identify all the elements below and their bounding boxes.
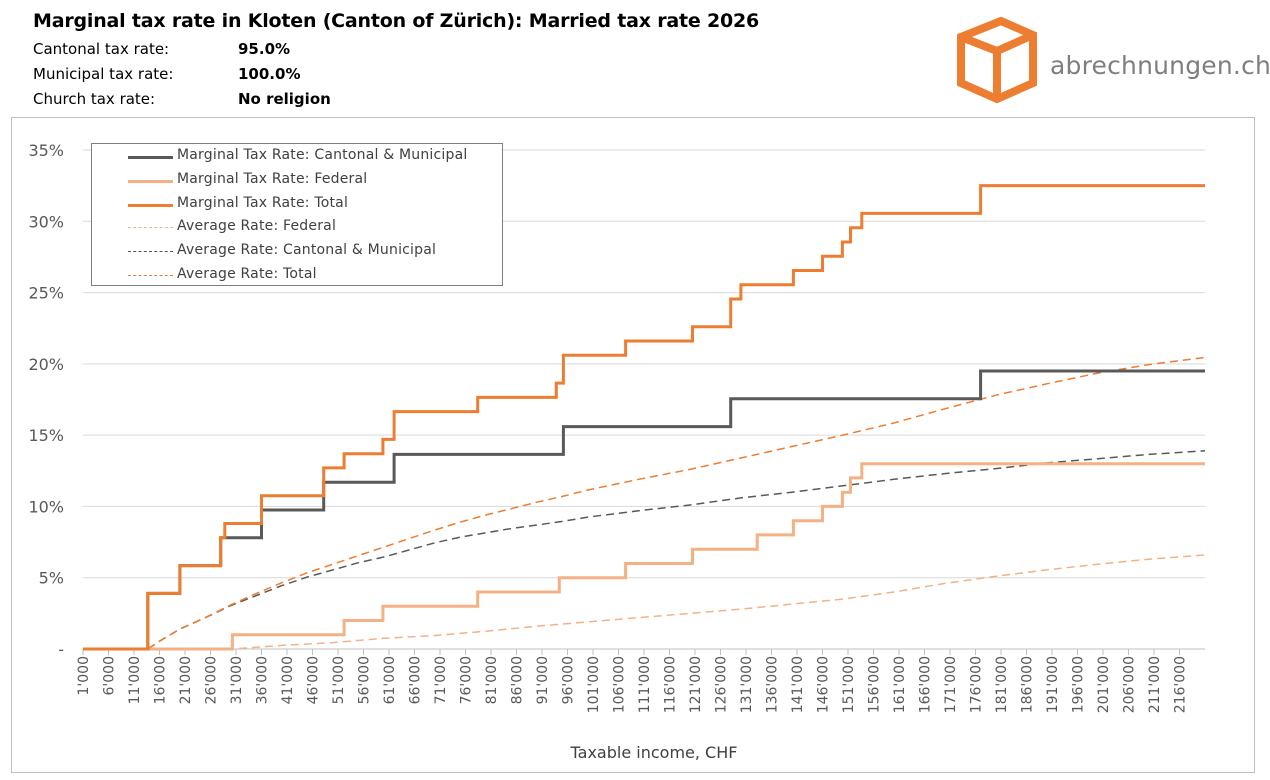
chart-area — [11, 117, 1255, 773]
x-tick-label: 201'000 — [1096, 656, 1112, 713]
legend-label: Average Rate: Federal — [177, 218, 337, 234]
legend-swatch — [128, 251, 173, 252]
legend-label: Marginal Tax Rate: Cantonal & Municipal — [177, 147, 468, 163]
x-tick-label: 66'000 — [408, 656, 424, 704]
cantonal-rate-value: 95.0% — [238, 40, 291, 58]
church-rate-label: Church tax rate: — [33, 90, 156, 108]
series-line — [83, 356, 1206, 650]
legend-swatch — [128, 204, 173, 207]
x-tick-label: 26'000 — [204, 656, 220, 704]
series-line — [83, 184, 1205, 651]
x-tick-label: 156'000 — [867, 656, 883, 713]
x-tick-label: 176'000 — [969, 656, 985, 713]
x-tick-label: 111'000 — [637, 656, 653, 713]
x-tick-label: 41'000 — [280, 656, 296, 704]
y-tick-label: 30% — [28, 212, 64, 231]
chart-legend: Marginal Tax Rate: Cantonal & Municipal … — [91, 143, 503, 286]
legend-label: Average Rate: Cantonal & Municipal — [177, 242, 437, 258]
x-tick-label: 31'000 — [229, 656, 245, 704]
x-tick-label: 81'000 — [484, 656, 500, 704]
x-tick-label: 181'000 — [994, 656, 1010, 713]
series-line — [83, 554, 1206, 650]
x-tick-label: 196'000 — [1071, 656, 1087, 713]
y-tick-label: 25% — [28, 284, 64, 303]
x-tick-label: 216'000 — [1173, 656, 1189, 713]
legend-swatch — [128, 180, 173, 183]
legend-swatch — [128, 227, 173, 228]
x-tick-label: 121'000 — [688, 656, 704, 713]
x-tick-label: 106'000 — [612, 656, 628, 713]
x-tick-label: 61'000 — [382, 656, 398, 704]
logo-text: abrechnungen.ch — [1050, 51, 1270, 80]
x-tick-label: 101'000 — [586, 656, 602, 713]
x-tick-label: 11'000 — [127, 656, 143, 704]
y-tick-label: 10% — [28, 497, 64, 516]
cantonal-rate-label: Cantonal tax rate: — [33, 40, 170, 58]
church-rate-value: No religion — [238, 90, 331, 108]
x-tick-label: 21'000 — [178, 656, 194, 704]
x-tick-label: 76'000 — [459, 656, 475, 704]
municipal-rate-label: Municipal tax rate: — [33, 65, 174, 83]
x-tick-label: 16'000 — [153, 656, 169, 704]
legend-label: Average Rate: Total — [177, 266, 317, 282]
x-tick-label: 161'000 — [892, 656, 908, 713]
x-tick-label: 136'000 — [765, 656, 781, 713]
series-line — [83, 462, 1205, 651]
municipal-rate-value: 100.0% — [238, 65, 301, 83]
x-tick-label: 151'000 — [841, 656, 857, 713]
x-tick-label: 86'000 — [510, 656, 526, 704]
legend-label: Marginal Tax Rate: Total — [177, 195, 349, 211]
x-tick-label: 6'000 — [102, 656, 118, 695]
x-tick-label: 51'000 — [331, 656, 347, 704]
x-tick-label: 171'000 — [943, 656, 959, 713]
x-tick-label: 206'000 — [1122, 656, 1138, 713]
x-tick-label: 131'000 — [739, 656, 755, 713]
legend-swatch — [128, 156, 173, 159]
box-icon — [957, 16, 1037, 104]
x-tick-label: 126'000 — [714, 656, 730, 713]
x-tick-label: 116'000 — [663, 656, 679, 713]
x-axis-title: Taxable income, CHF — [570, 743, 738, 762]
x-tick-label: 166'000 — [918, 656, 934, 713]
x-tick-label: 191'000 — [1045, 656, 1061, 713]
legend-swatch — [128, 275, 173, 276]
x-tick-label: 186'000 — [1020, 656, 1036, 713]
x-tick-label: 146'000 — [816, 656, 832, 713]
x-tick-label: 36'000 — [255, 656, 271, 704]
y-tick-label: 15% — [28, 426, 64, 445]
y-tick-label: 5% — [39, 569, 64, 588]
y-tick-label: - — [58, 640, 64, 659]
y-tick-label: 20% — [28, 355, 64, 374]
logo: abrechnungen.ch — [955, 15, 1270, 105]
x-tick-label: 1'000 — [76, 656, 92, 695]
x-tick-label: 91'000 — [535, 656, 551, 704]
x-tick-label: 211'000 — [1147, 656, 1163, 713]
x-tick-label: 56'000 — [357, 656, 373, 704]
page-title: Marginal tax rate in Kloten (Canton of Z… — [33, 10, 760, 32]
y-tick-label: 35% — [28, 141, 64, 160]
x-tick-label: 71'000 — [433, 656, 449, 704]
series-line — [83, 369, 1205, 651]
legend-label: Marginal Tax Rate: Federal — [177, 171, 368, 187]
x-tick-label: 141'000 — [790, 656, 806, 713]
x-tick-label: 96'000 — [561, 656, 577, 704]
series-line — [83, 450, 1206, 650]
x-tick-label: 46'000 — [306, 656, 322, 704]
